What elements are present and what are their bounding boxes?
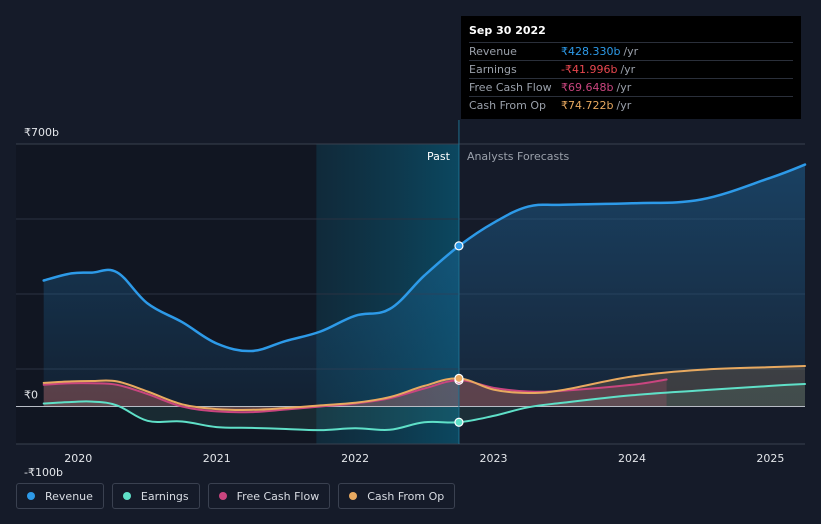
legend-label: Cash From Op bbox=[367, 489, 445, 503]
legend-label: Free Cash Flow bbox=[236, 489, 320, 503]
tooltip-row-cash-from-op: Cash From Op ₹74.722b /yr bbox=[469, 96, 793, 114]
legend-dot-icon bbox=[27, 492, 35, 500]
x-tick-label: 2023 bbox=[480, 452, 508, 465]
tooltip-label: Earnings bbox=[469, 63, 517, 76]
free-cash-flow-area bbox=[43, 379, 667, 413]
tooltip-date: Sep 30 2022 bbox=[469, 24, 546, 37]
y-tick-label: -₹100b bbox=[24, 466, 63, 479]
tooltip-row-earnings: Earnings -₹41.996b /yr bbox=[469, 60, 793, 78]
cash-from-op-line bbox=[42, 365, 806, 411]
legend-label: Earnings bbox=[140, 489, 189, 503]
earnings-line bbox=[42, 383, 806, 432]
y-tick-label: ₹700b bbox=[24, 126, 59, 139]
tooltip-unit: /yr bbox=[620, 63, 636, 76]
x-tick-label: 2022 bbox=[341, 452, 369, 465]
x-tick-label: 2025 bbox=[756, 452, 784, 465]
forecast-label: Analysts Forecasts bbox=[467, 150, 570, 163]
chart-legend: Revenue Earnings Free Cash Flow Cash Fro… bbox=[16, 483, 456, 511]
x-tick-label: 2024 bbox=[618, 452, 646, 465]
x-tick-label: 2020 bbox=[64, 452, 92, 465]
tooltip-label: Cash From Op bbox=[469, 99, 547, 112]
tooltip-value: -₹41.996b bbox=[561, 63, 618, 76]
tooltip-unit: /yr bbox=[616, 81, 632, 94]
revenue-area bbox=[43, 164, 805, 407]
tooltip-value: ₹74.722b bbox=[561, 99, 614, 112]
legend-dot-icon bbox=[349, 492, 358, 500]
earnings-area bbox=[43, 384, 805, 431]
revenue-marker bbox=[454, 241, 464, 251]
tooltip-label: Revenue bbox=[469, 45, 517, 58]
tooltip-unit: /yr bbox=[616, 99, 632, 112]
tooltip-row-revenue: Revenue ₹428.330b /yr bbox=[469, 42, 793, 60]
tooltip-value: ₹69.648b bbox=[561, 81, 614, 94]
legend-item-free-cash-flow[interactable]: Free Cash Flow bbox=[207, 483, 331, 509]
legend-item-earnings[interactable]: Earnings bbox=[111, 483, 200, 509]
legend-dot-icon bbox=[122, 492, 131, 500]
earnings-marker bbox=[454, 417, 464, 427]
legend-label: Revenue bbox=[45, 489, 93, 503]
y-tick-label: ₹0 bbox=[24, 389, 38, 402]
cash-from-op-marker bbox=[454, 373, 464, 383]
legend-dot-icon bbox=[218, 492, 227, 500]
x-tick-label: 2021 bbox=[203, 452, 231, 465]
past-label: Past bbox=[427, 150, 451, 163]
tooltip-label: Free Cash Flow bbox=[469, 81, 552, 94]
tooltip-value: ₹428.330b bbox=[561, 45, 621, 58]
legend-item-cash-from-op[interactable]: Cash From Op bbox=[338, 483, 456, 509]
free-cash-flow-line bbox=[42, 378, 668, 414]
revenue-line bbox=[42, 163, 807, 353]
tooltip-row-free-cash-flow: Free Cash Flow ₹69.648b /yr bbox=[469, 78, 793, 96]
data-tooltip: Sep 30 2022 Revenue ₹428.330b /yr Earnin… bbox=[461, 16, 801, 119]
tooltip-unit: /yr bbox=[623, 45, 639, 58]
legend-item-revenue[interactable]: Revenue bbox=[16, 483, 104, 509]
